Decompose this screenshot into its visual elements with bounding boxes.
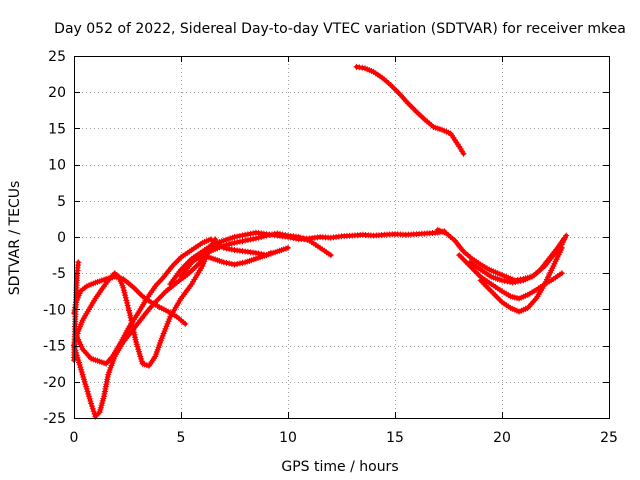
x-tick-label: 10 <box>279 430 297 446</box>
series-arc-13 <box>477 244 565 315</box>
y-tick-label: 20 <box>48 85 66 101</box>
x-tick-label: 0 <box>70 430 79 446</box>
series-point-markers <box>456 252 565 302</box>
series-point-markers <box>353 63 467 157</box>
series-arc-10 <box>353 63 467 157</box>
series-line <box>354 64 466 156</box>
chart-title: Day 052 of 2022, Sidereal Day-to-day VTE… <box>54 21 626 37</box>
y-tick-label: 5 <box>57 194 66 210</box>
y-tick-label: 0 <box>57 230 66 246</box>
x-tick-label: 5 <box>177 430 186 446</box>
series-point-markers <box>466 232 570 286</box>
x-tick-label: 20 <box>493 430 511 446</box>
y-tick-label: -25 <box>43 411 66 427</box>
y-tick-label: -10 <box>43 302 66 318</box>
series-arc-14 <box>466 232 570 286</box>
x-axis-label: GPS time / hours <box>281 459 398 475</box>
y-tick-label: -20 <box>43 375 66 391</box>
axis-ticks: 0 5 10 15 20 25 -25 -20 -15 -10 -5 0 5 10 15 20 25 <box>43 49 618 446</box>
y-tick-label: 10 <box>48 158 66 174</box>
x-tick-label: 25 <box>600 430 618 446</box>
series-arc-9 <box>220 244 291 259</box>
y-tick-label: 15 <box>48 121 66 137</box>
y-axis-label: SDTVAR / TECUs <box>7 181 23 296</box>
series-point-markers <box>220 244 291 259</box>
data-series <box>71 63 570 420</box>
y-tick-label: 25 <box>48 49 66 65</box>
y-tick-label: -5 <box>52 266 66 282</box>
x-tick-label: 15 <box>386 430 404 446</box>
series-arc-4 <box>73 236 214 367</box>
series-point-markers <box>477 244 565 315</box>
y-tick-label: -15 <box>43 339 66 355</box>
